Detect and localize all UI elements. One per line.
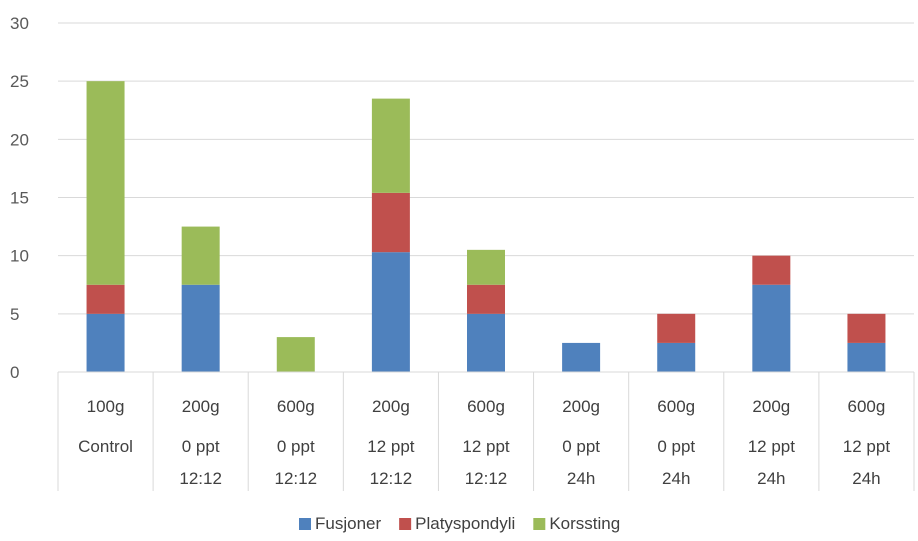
y-axis-ticks: 0 5 10 15 20 25 30 xyxy=(10,14,29,382)
category-label: 600g xyxy=(277,397,315,416)
legend-swatch-platyspondyli xyxy=(399,518,412,530)
y-tick-label: 25 xyxy=(10,72,29,91)
category-label: 12 ppt xyxy=(367,437,415,456)
bar-fusjoner-4 xyxy=(467,313,505,372)
bar-fusjoner-1 xyxy=(181,284,220,372)
category-label: 24h xyxy=(567,469,595,488)
bar-fusjoner-5 xyxy=(562,342,601,372)
category-label: 12 ppt xyxy=(462,437,510,456)
category-label: 12:12 xyxy=(179,469,222,488)
bar-fusjoner-8 xyxy=(847,342,886,372)
bar-platyspondyli-4 xyxy=(467,284,505,314)
category-label: 0 ppt xyxy=(657,437,695,456)
category-label: 0 ppt xyxy=(277,437,315,456)
bar-platyspondyli-0 xyxy=(86,284,125,314)
y-tick-label: 5 xyxy=(10,305,19,324)
category-label: 600g xyxy=(848,397,886,416)
legend-label-fusjoner: Fusjoner xyxy=(315,514,381,533)
category-label: 100g xyxy=(87,397,125,416)
category-label: 12:12 xyxy=(370,469,413,488)
y-tick-label: 20 xyxy=(10,130,29,149)
bar-platyspondyli-8 xyxy=(847,313,886,343)
legend-swatch-fusjoner xyxy=(299,518,311,530)
bar-platyspondyli-7 xyxy=(752,255,791,285)
y-tick-label: 15 xyxy=(10,189,29,208)
category-label: 600g xyxy=(467,397,505,416)
bar-korssting-0 xyxy=(86,81,125,285)
bar-fusjoner-3 xyxy=(371,252,410,372)
category-label: 12 ppt xyxy=(748,437,796,456)
bar-korssting-2 xyxy=(276,337,315,372)
category-label: 12:12 xyxy=(275,469,318,488)
category-label: 0 ppt xyxy=(182,437,220,456)
category-label: 200g xyxy=(182,397,220,416)
category-label: 200g xyxy=(562,397,600,416)
y-tick-label: 0 xyxy=(10,363,19,382)
bar-fusjoner-6 xyxy=(657,342,696,372)
category-label: 12:12 xyxy=(465,469,508,488)
legend-swatch-korssting xyxy=(533,518,546,530)
bar-korssting-4 xyxy=(467,249,505,285)
legend-label-korssting: Korssting xyxy=(549,514,620,533)
bar-korssting-3 xyxy=(371,98,410,193)
category-label: 200g xyxy=(372,397,410,416)
bar-fusjoner-7 xyxy=(752,284,791,372)
legend: Fusjoner Platyspondyli Korssting xyxy=(299,514,620,533)
category-label: 24h xyxy=(852,469,880,488)
bar-fusjoner-0 xyxy=(86,313,125,372)
category-label: 600g xyxy=(657,397,695,416)
y-tick-label: 30 xyxy=(10,14,29,33)
legend-label-platyspondyli: Platyspondyli xyxy=(415,514,515,533)
category-label: 12 ppt xyxy=(843,437,891,456)
bar-korssting-1 xyxy=(181,226,220,285)
category-label: 24h xyxy=(757,469,785,488)
category-label: 200g xyxy=(752,397,790,416)
y-tick-label: 10 xyxy=(10,247,29,266)
category-label: Control xyxy=(78,437,133,456)
category-label: 24h xyxy=(662,469,690,488)
bar-platyspondyli-6 xyxy=(657,313,696,343)
x-axis: 100g Control 200g 0 ppt 12:12 600g 0 ppt 12:12 2… xyxy=(57,371,915,491)
bars xyxy=(86,81,886,372)
category-label: 0 ppt xyxy=(562,437,600,456)
bar-platyspondyli-3 xyxy=(371,192,410,253)
